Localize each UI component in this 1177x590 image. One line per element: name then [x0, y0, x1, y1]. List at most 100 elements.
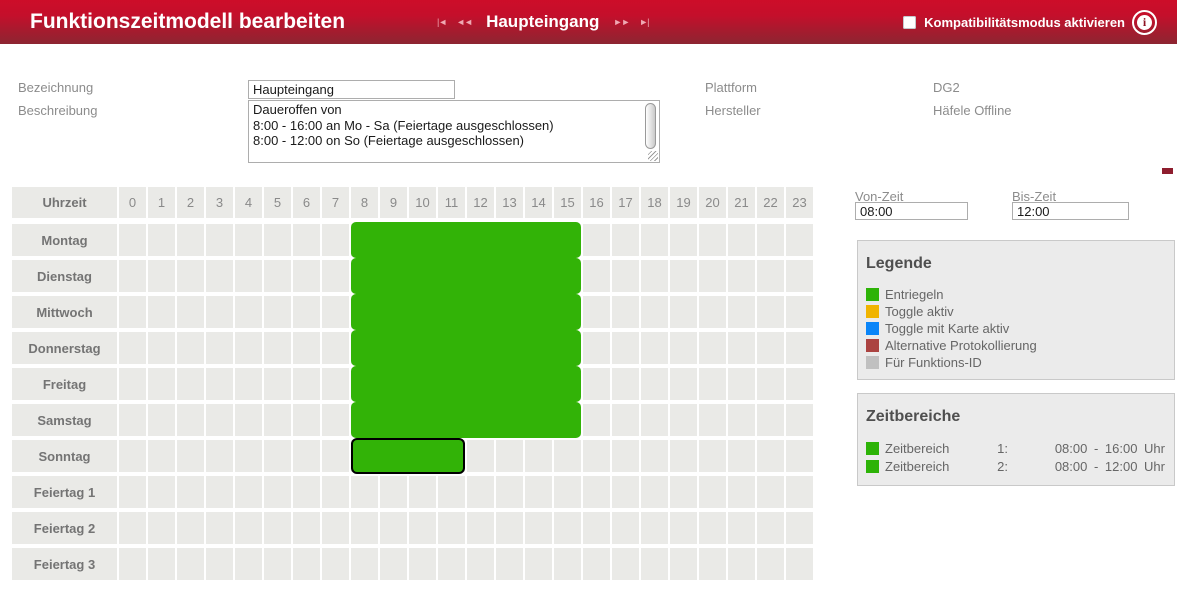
grid-cell-sonntag-1[interactable] [148, 440, 175, 472]
grid-cell-montag-19[interactable] [670, 224, 697, 256]
grid-cell-sonntag-21[interactable] [728, 440, 755, 472]
grid-cell-montag-2[interactable] [177, 224, 204, 256]
time-bar-selected[interactable] [351, 438, 465, 474]
grid-cell-dienstag-18[interactable] [641, 260, 668, 292]
grid-cell-freitag-4[interactable] [235, 368, 262, 400]
grid-cell-dienstag-0[interactable] [119, 260, 146, 292]
grid-cell-montag-6[interactable] [293, 224, 320, 256]
grid-cell-donnerstag-7[interactable] [322, 332, 349, 364]
textarea-scrollbar-thumb[interactable] [645, 103, 656, 149]
grid-cell-donnerstag-1[interactable] [148, 332, 175, 364]
grid-cell-feiertag-2-16[interactable] [583, 512, 610, 544]
grid-cell-feiertag-3-13[interactable] [496, 548, 523, 580]
grid-cell-sonntag-17[interactable] [612, 440, 639, 472]
grid-cell-feiertag-1-3[interactable] [206, 476, 233, 508]
grid-cell-samstag-0[interactable] [119, 404, 146, 436]
bis-zeit-input[interactable] [1012, 202, 1129, 220]
grid-cell-dienstag-16[interactable] [583, 260, 610, 292]
compat-mode-toggle[interactable]: Kompatibilitätsmodus aktivieren [903, 0, 1125, 44]
grid-cell-dienstag-17[interactable] [612, 260, 639, 292]
time-bar[interactable] [351, 366, 581, 402]
grid-cell-feiertag-2-2[interactable] [177, 512, 204, 544]
grid-cell-mittwoch-7[interactable] [322, 296, 349, 328]
grid-cell-freitag-16[interactable] [583, 368, 610, 400]
grid-cell-donnerstag-17[interactable] [612, 332, 639, 364]
grid-cell-samstag-7[interactable] [322, 404, 349, 436]
grid-cell-mittwoch-21[interactable] [728, 296, 755, 328]
grid-cell-feiertag-1-17[interactable] [612, 476, 639, 508]
grid-cell-samstag-23[interactable] [786, 404, 813, 436]
grid-cell-donnerstag-23[interactable] [786, 332, 813, 364]
time-bar[interactable] [351, 402, 581, 438]
grid-cell-feiertag-1-9[interactable] [380, 476, 407, 508]
grid-cell-feiertag-3-20[interactable] [699, 548, 726, 580]
grid-cell-montag-23[interactable] [786, 224, 813, 256]
grid-cell-feiertag-2-4[interactable] [235, 512, 262, 544]
grid-cell-sonntag-13[interactable] [496, 440, 523, 472]
grid-cell-montag-17[interactable] [612, 224, 639, 256]
grid-cell-dienstag-7[interactable] [322, 260, 349, 292]
grid-cell-feiertag-1-13[interactable] [496, 476, 523, 508]
grid-cell-feiertag-3-16[interactable] [583, 548, 610, 580]
grid-cell-sonntag-23[interactable] [786, 440, 813, 472]
grid-cell-feiertag-3-0[interactable] [119, 548, 146, 580]
grid-cell-feiertag-1-10[interactable] [409, 476, 436, 508]
grid-cell-montag-18[interactable] [641, 224, 668, 256]
grid-cell-samstag-19[interactable] [670, 404, 697, 436]
grid-cell-dienstag-2[interactable] [177, 260, 204, 292]
grid-cell-donnerstag-5[interactable] [264, 332, 291, 364]
grid-cell-feiertag-3-1[interactable] [148, 548, 175, 580]
grid-cell-feiertag-3-4[interactable] [235, 548, 262, 580]
grid-cell-mittwoch-19[interactable] [670, 296, 697, 328]
grid-cell-samstag-22[interactable] [757, 404, 784, 436]
grid-cell-sonntag-5[interactable] [264, 440, 291, 472]
grid-cell-freitag-20[interactable] [699, 368, 726, 400]
grid-cell-feiertag-2-6[interactable] [293, 512, 320, 544]
grid-cell-montag-7[interactable] [322, 224, 349, 256]
grid-cell-samstag-21[interactable] [728, 404, 755, 436]
grid-cell-feiertag-1-15[interactable] [554, 476, 581, 508]
grid-cell-freitag-6[interactable] [293, 368, 320, 400]
grid-cell-feiertag-1-8[interactable] [351, 476, 378, 508]
grid-cell-feiertag-3-5[interactable] [264, 548, 291, 580]
grid-cell-feiertag-1-2[interactable] [177, 476, 204, 508]
grid-cell-sonntag-16[interactable] [583, 440, 610, 472]
time-bar[interactable] [351, 222, 581, 258]
grid-cell-feiertag-1-6[interactable] [293, 476, 320, 508]
grid-cell-mittwoch-16[interactable] [583, 296, 610, 328]
grid-cell-sonntag-12[interactable] [467, 440, 494, 472]
grid-cell-sonntag-14[interactable] [525, 440, 552, 472]
grid-cell-feiertag-1-16[interactable] [583, 476, 610, 508]
time-bar[interactable] [351, 258, 581, 294]
grid-cell-feiertag-2-10[interactable] [409, 512, 436, 544]
grid-cell-sonntag-7[interactable] [322, 440, 349, 472]
grid-cell-feiertag-2-5[interactable] [264, 512, 291, 544]
grid-cell-montag-5[interactable] [264, 224, 291, 256]
grid-cell-feiertag-3-6[interactable] [293, 548, 320, 580]
grid-cell-feiertag-2-3[interactable] [206, 512, 233, 544]
grid-cell-feiertag-2-1[interactable] [148, 512, 175, 544]
grid-cell-dienstag-4[interactable] [235, 260, 262, 292]
grid-cell-dienstag-22[interactable] [757, 260, 784, 292]
grid-cell-dienstag-19[interactable] [670, 260, 697, 292]
grid-cell-sonntag-22[interactable] [757, 440, 784, 472]
von-zeit-input[interactable] [855, 202, 968, 220]
bezeichnung-input[interactable] [248, 80, 455, 99]
grid-cell-feiertag-3-17[interactable] [612, 548, 639, 580]
grid-cell-samstag-20[interactable] [699, 404, 726, 436]
compat-mode-checkbox[interactable] [903, 15, 917, 29]
grid-cell-samstag-18[interactable] [641, 404, 668, 436]
grid-cell-freitag-22[interactable] [757, 368, 784, 400]
nav-prev-icon[interactable]: ◄◄ [456, 16, 473, 27]
grid-cell-sonntag-6[interactable] [293, 440, 320, 472]
grid-cell-freitag-2[interactable] [177, 368, 204, 400]
textarea-resize-grip[interactable] [648, 151, 658, 161]
grid-cell-dienstag-23[interactable] [786, 260, 813, 292]
grid-cell-feiertag-3-7[interactable] [322, 548, 349, 580]
grid-cell-sonntag-18[interactable] [641, 440, 668, 472]
grid-cell-feiertag-3-9[interactable] [380, 548, 407, 580]
grid-cell-sonntag-15[interactable] [554, 440, 581, 472]
grid-cell-mittwoch-23[interactable] [786, 296, 813, 328]
time-bar[interactable] [351, 294, 581, 330]
grid-cell-freitag-7[interactable] [322, 368, 349, 400]
